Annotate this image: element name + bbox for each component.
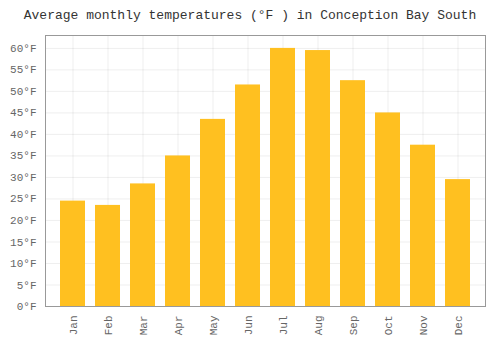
svg-text:Aug: Aug bbox=[313, 316, 325, 336]
svg-text:30°F: 30°F bbox=[10, 172, 36, 184]
svg-text:Jun: Jun bbox=[243, 316, 255, 336]
svg-text:Mar: Mar bbox=[138, 316, 150, 336]
svg-text:0°F: 0°F bbox=[17, 301, 37, 313]
svg-text:May: May bbox=[208, 315, 220, 335]
svg-text:Jan: Jan bbox=[68, 316, 80, 336]
svg-text:55°F: 55°F bbox=[10, 64, 36, 76]
svg-text:Jul: Jul bbox=[278, 316, 290, 336]
svg-text:25°F: 25°F bbox=[10, 193, 36, 205]
svg-text:45°F: 45°F bbox=[10, 107, 36, 119]
html-text:Average monthly temperatures (: Average monthly temperatures (°F ) in Co… bbox=[23, 8, 477, 23]
svg-text:Apr: Apr bbox=[173, 316, 185, 336]
svg-text:35°F: 35°F bbox=[10, 150, 36, 162]
svg-text:5°F: 5°F bbox=[17, 280, 37, 292]
svg-text:10°F: 10°F bbox=[10, 258, 36, 270]
svg-text:Oct: Oct bbox=[383, 316, 395, 336]
svg-text:40°F: 40°F bbox=[10, 129, 36, 141]
svg-text:15°F: 15°F bbox=[10, 236, 36, 248]
svg-text:Sep: Sep bbox=[348, 316, 360, 336]
svg-text:50°F: 50°F bbox=[10, 86, 36, 98]
svg-text:Dec: Dec bbox=[453, 316, 465, 336]
svg-text:Feb: Feb bbox=[103, 316, 115, 336]
svg-text:Nov: Nov bbox=[418, 315, 430, 335]
svg-text:20°F: 20°F bbox=[10, 215, 36, 227]
svg-text:60°F: 60°F bbox=[10, 43, 36, 55]
